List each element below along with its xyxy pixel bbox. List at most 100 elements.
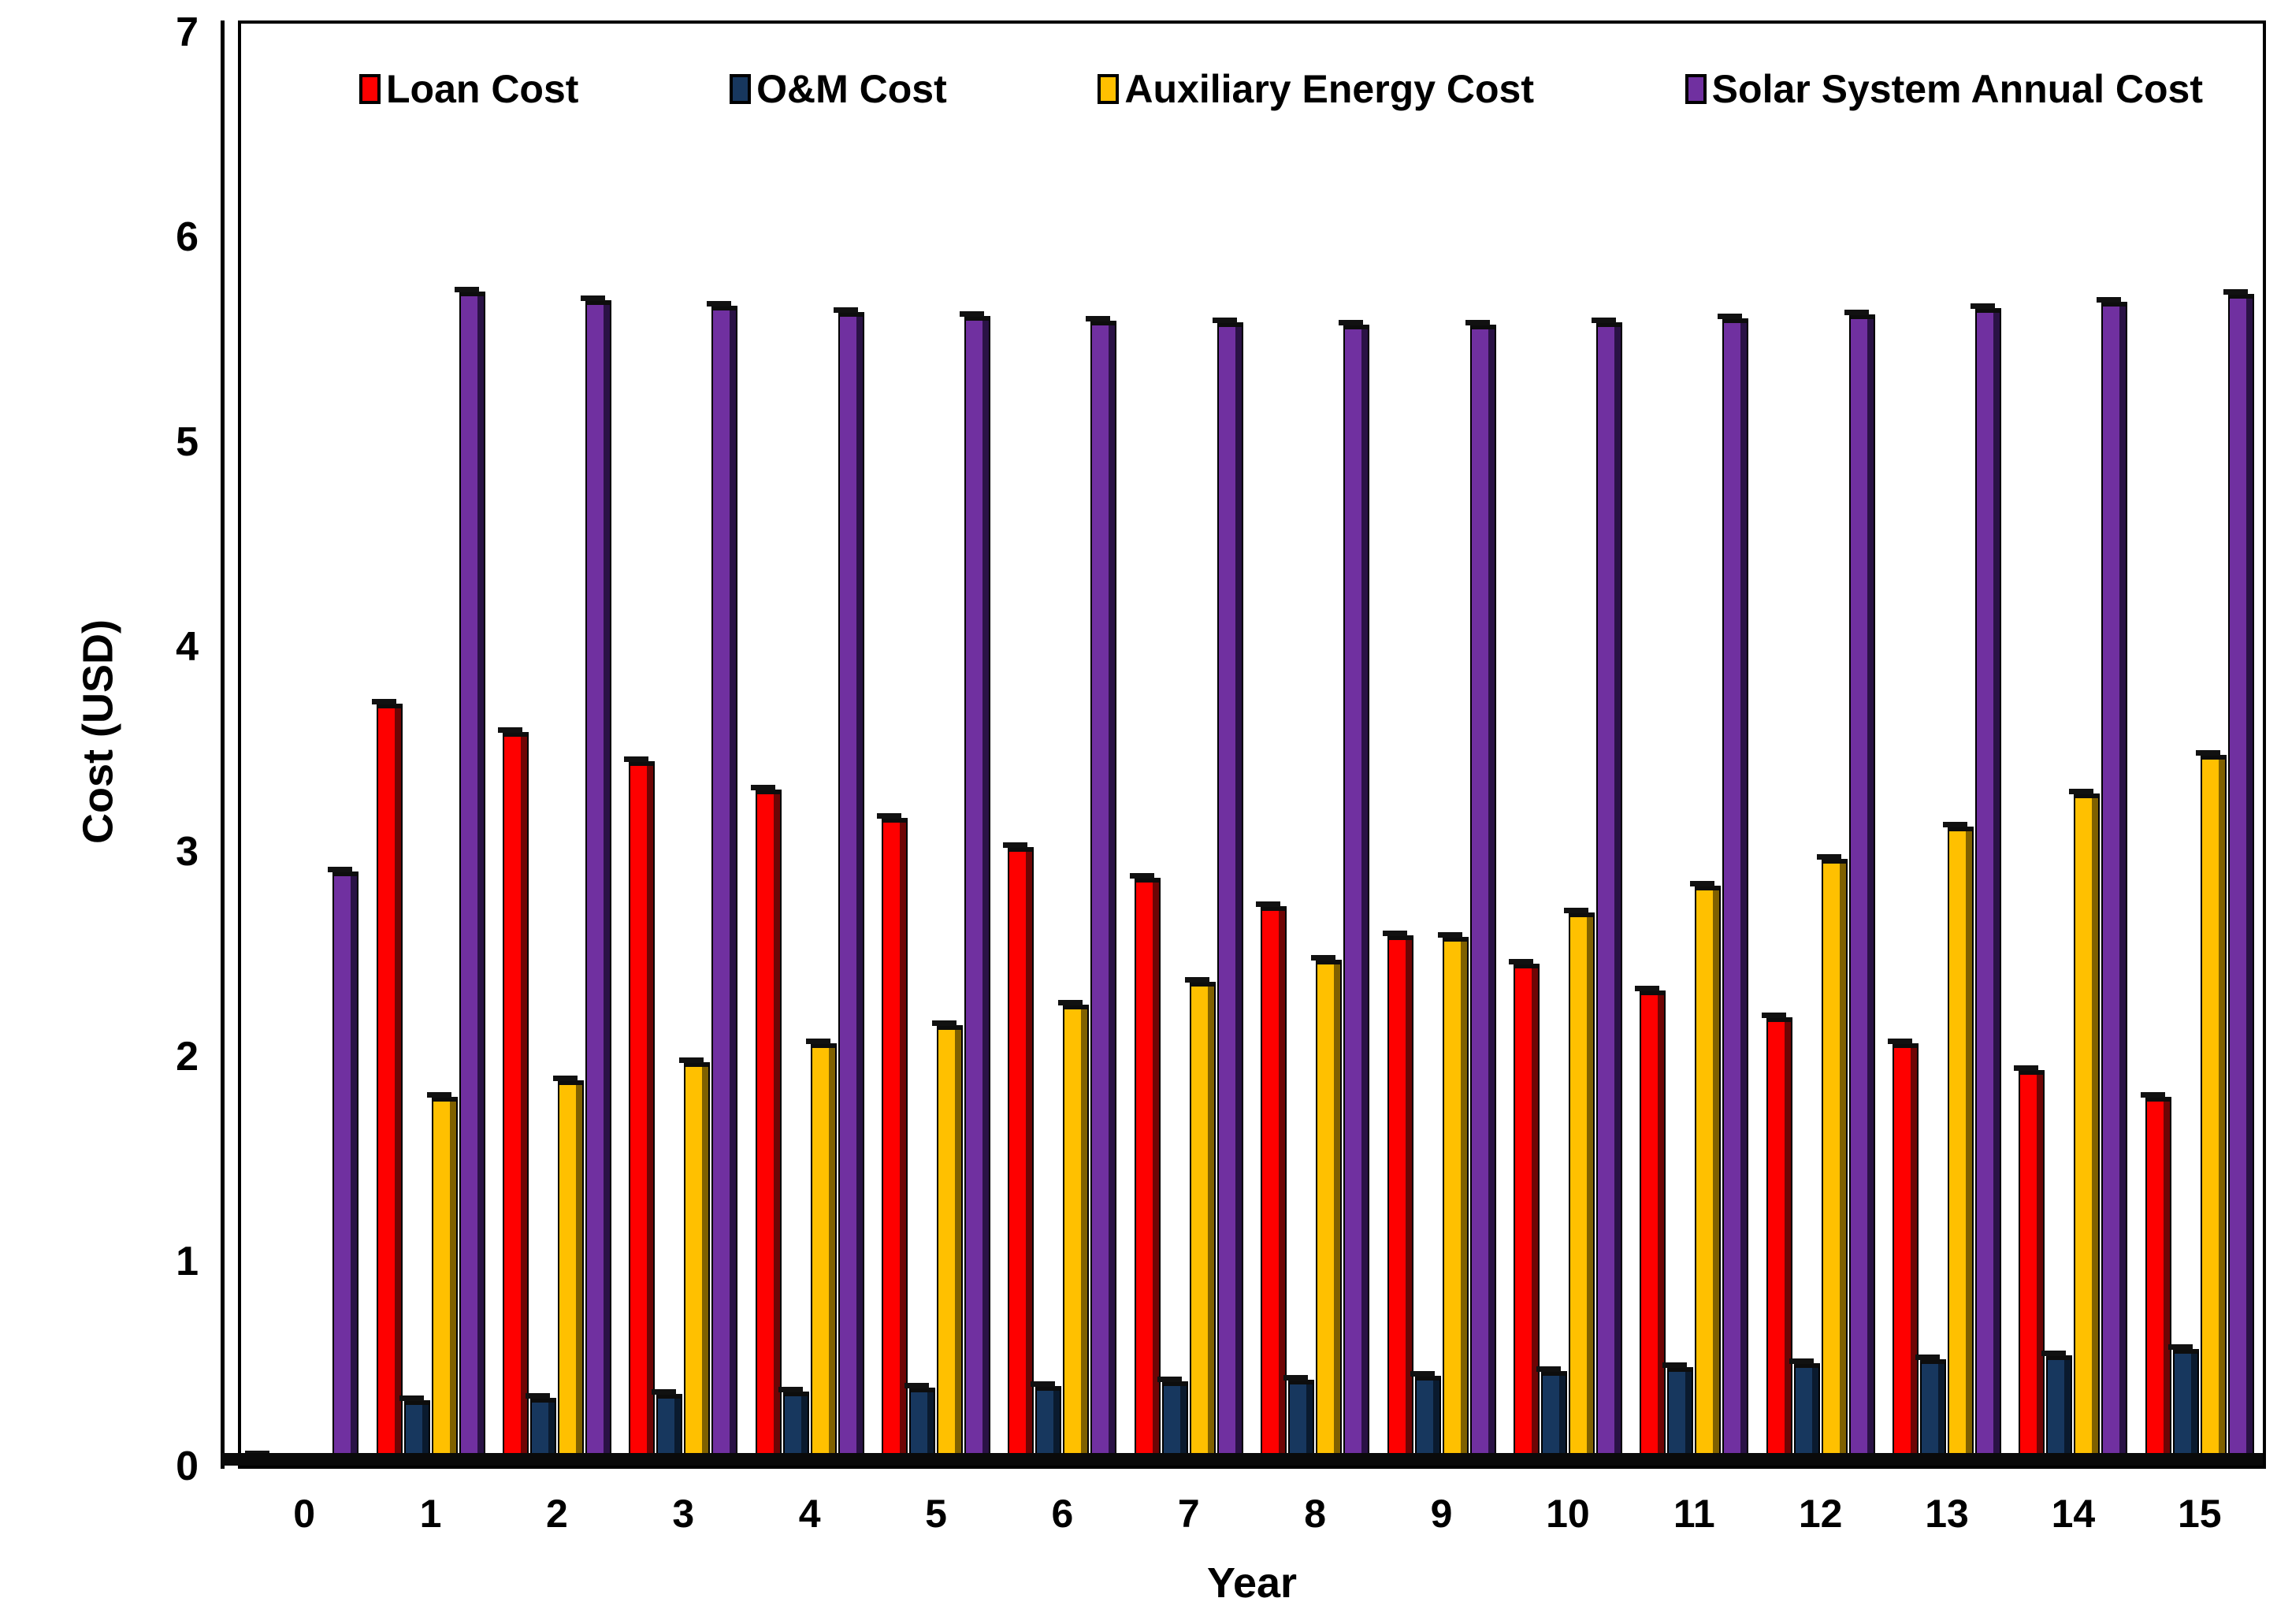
legend-item-auxiliary-energy-cost: Auxiliary Energy Cost [1098,69,1534,109]
o-m-cost-bar-year-13 [1915,1355,1947,1466]
x-tick-label-14: 14 [2051,1492,2096,1536]
bar-group-year-11 [1631,24,1757,1466]
y-tick-label-0: 0 [176,1444,199,1489]
solar-system-annual-cost-bar-year-13 [1971,303,2002,1466]
bar-group-year-0 [241,24,367,1466]
loan-cost-bar-year-10 [1508,959,1540,1466]
x-tick-label-6: 6 [1051,1492,1074,1536]
x-axis-line [221,1453,2263,1466]
bar-group-year-12 [1758,24,1884,1466]
auxiliary-energy-cost-bar-year-14 [2069,789,2101,1466]
bar-group-year-1 [367,24,493,1466]
solar-system-annual-cost-swatch-icon [1685,74,1707,104]
y-axis-line [221,20,225,1469]
auxiliary-energy-cost-bar-year-15 [2195,750,2227,1466]
o-m-cost-bar-year-10 [1536,1366,1567,1466]
legend-item-om-cost: O&M Cost [730,69,947,109]
loan-cost-bar-year-11 [1635,986,1666,1466]
bar-group-year-10 [1505,24,1631,1466]
x-tick-label-13: 13 [1925,1492,1969,1536]
bar-group-year-7 [1126,24,1252,1466]
loan-cost-bar-year-7 [1129,873,1161,1466]
legend-item-solar-system-annual-cost: Solar System Annual Cost [1685,69,2203,109]
bar-group-year-6 [999,24,1125,1466]
bar-group-year-15 [2137,24,2263,1466]
legend-label: O&M Cost [756,67,947,111]
solar-system-annual-cost-bar-year-14 [2097,297,2128,1466]
solar-system-annual-cost-bar-year-10 [1591,318,1622,1466]
legend-item-loan-cost: Loan Cost [359,69,578,109]
loan-cost-bar-year-6 [1003,842,1034,1466]
loan-cost-bar-year-9 [1382,931,1413,1466]
loan-cost-swatch-icon [359,74,381,104]
solar-system-annual-cost-bar-year-1 [454,287,485,1466]
y-tick-label-1: 1 [176,1239,199,1284]
auxiliary-energy-cost-bar-year-2 [552,1076,584,1466]
solar-system-annual-cost-bar-year-9 [1465,320,1496,1466]
plot-area: Loan Cost O&M Cost Auxiliary Energy Cost… [221,20,2266,1469]
x-tick-label-3: 3 [672,1492,695,1536]
solar-system-annual-cost-bar-year-11 [1718,314,1749,1466]
loan-cost-bar-year-12 [1761,1013,1792,1466]
legend: Loan Cost O&M Cost Auxiliary Energy Cost… [359,69,2203,109]
om-cost-swatch-icon [730,74,752,104]
x-tick-label-10: 10 [1546,1492,1590,1536]
x-tick-label-12: 12 [1798,1492,1843,1536]
loan-cost-bar-year-3 [624,756,656,1466]
x-tick-label-9: 9 [1430,1492,1453,1536]
solar-system-annual-cost-bar-year-4 [833,307,864,1466]
auxiliary-energy-cost-bar-year-4 [805,1039,837,1466]
auxiliary-energy-cost-bar-year-7 [1184,977,1216,1466]
bar-group-year-2 [494,24,620,1466]
bar-group-year-13 [1884,24,2010,1466]
loan-cost-bar-year-13 [1888,1039,1919,1466]
loan-cost-bar-year-15 [2140,1092,2171,1466]
y-tick-label-6: 6 [176,214,199,260]
x-axis-title: Year [1206,1559,1298,1607]
solar-system-annual-cost-bar-year-7 [1212,318,1243,1466]
loan-cost-bar-year-2 [497,727,529,1466]
loan-cost-bar-year-1 [371,699,403,1466]
x-tick-label-1: 1 [419,1492,442,1536]
auxiliary-energy-cost-bar-year-8 [1311,955,1343,1466]
o-m-cost-bar-year-7 [1157,1377,1188,1466]
auxiliary-energy-cost-bar-year-9 [1437,932,1469,1466]
x-tick-label-2: 2 [546,1492,568,1536]
solar-system-annual-cost-bar-year-6 [1086,316,1117,1466]
auxiliary-energy-cost-bar-year-5 [932,1020,964,1466]
auxiliary-energy-cost-bar-year-12 [1816,854,1848,1466]
bar-group-year-3 [620,24,746,1466]
solar-system-annual-cost-bar-year-15 [2223,289,2254,1466]
auxiliary-energy-cost-bar-year-3 [679,1057,711,1466]
legend-label: Solar System Annual Cost [1711,67,2203,111]
solar-system-annual-cost-bar-year-8 [1339,320,1370,1466]
loan-cost-bar-year-5 [877,813,908,1466]
solar-system-annual-cost-bar-year-0 [328,867,359,1466]
x-tick-label-0: 0 [293,1492,316,1536]
loan-cost-bar-year-8 [1256,901,1287,1466]
o-m-cost-bar-year-5 [904,1383,936,1466]
bar-group-year-8 [1252,24,1378,1466]
o-m-cost-bar-year-9 [1410,1371,1441,1466]
y-tick-label-4: 4 [176,624,199,670]
solar-system-annual-cost-bar-year-2 [580,295,611,1466]
o-m-cost-bar-year-6 [1031,1381,1062,1466]
y-tick-label-7: 7 [176,9,199,55]
x-tick-label-4: 4 [798,1492,821,1536]
auxiliary-energy-cost-bar-year-1 [426,1092,458,1466]
x-tick-label-11: 11 [1673,1492,1715,1536]
bar-group-year-4 [747,24,873,1466]
bar-group-year-14 [2010,24,2136,1466]
x-tick-label-15: 15 [2178,1492,2222,1536]
auxiliary-energy-cost-bar-year-10 [1563,908,1595,1466]
loan-cost-bar-year-4 [750,785,782,1466]
solar-system-annual-cost-bar-year-12 [1844,310,1875,1466]
x-tick-label-8: 8 [1304,1492,1327,1536]
y-tick-label-2: 2 [176,1034,199,1080]
legend-label: Loan Cost [386,67,579,111]
solar-system-annual-cost-bar-year-5 [960,311,991,1466]
x-tick-label-7: 7 [1177,1492,1200,1536]
o-m-cost-bar-year-11 [1662,1362,1694,1466]
auxiliary-energy-cost-bar-year-13 [1943,822,1974,1466]
